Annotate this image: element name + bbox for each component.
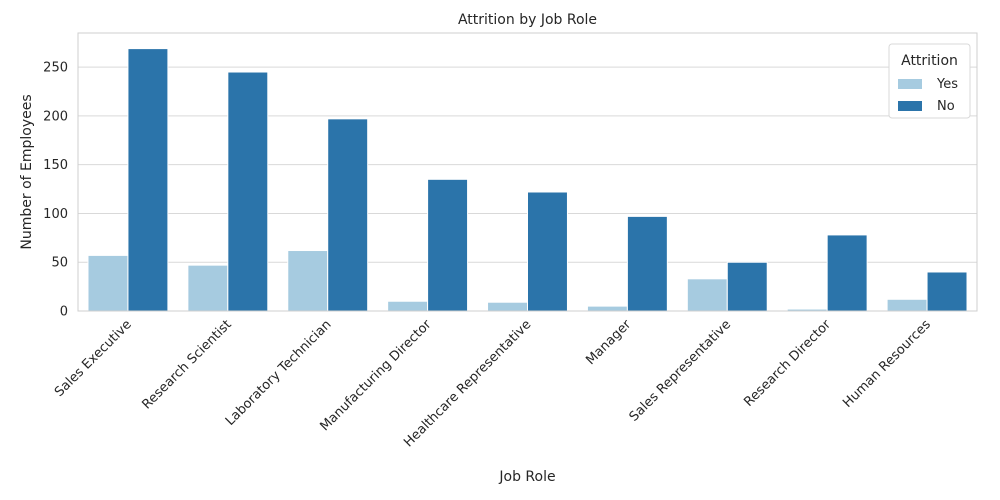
x-axis-label: Job Role: [498, 469, 555, 485]
y-tick-labels: 0 50 100 150 200 250: [43, 61, 68, 320]
bar-no-research-scientist: [227, 71, 269, 312]
y-tick-label: 0: [60, 305, 68, 320]
x-tick-label: Research Scientist: [139, 317, 234, 412]
chart-title: Attrition by Job Role: [458, 12, 597, 28]
x-tick-label: Manufacturing Director: [317, 317, 434, 434]
bar-yes-healthcare-representative: [487, 301, 528, 312]
x-tick-label: Research Director: [741, 317, 834, 410]
bar-yes-sales-executive: [87, 254, 129, 312]
y-tick-label: 100: [43, 207, 68, 222]
bar-yes-sales-representative: [686, 278, 728, 312]
bar-no-laboratory-technician: [327, 118, 369, 312]
bar-yes-research-scientist: [187, 264, 229, 312]
legend: Attrition Yes No: [888, 43, 971, 119]
bar-no-manager: [626, 215, 668, 312]
y-axis-label: Number of Employees: [19, 94, 35, 249]
bar-no-research-director: [826, 234, 868, 312]
x-tick-label: Human Resources: [840, 317, 934, 411]
y-tick-label: 50: [51, 256, 68, 271]
plot-frame: [77, 32, 978, 312]
bar-no-sales-executive: [127, 48, 169, 312]
x-tick-label: Laboratory Technician: [223, 317, 335, 429]
x-tick-label: Manager: [583, 317, 634, 368]
legend-items: Yes No: [898, 77, 958, 114]
bar-no-human-resources: [926, 271, 968, 312]
bar-yes-manufacturing-director: [387, 300, 429, 312]
legend-swatch-no: [898, 101, 922, 111]
bar-yes-human-resources: [886, 298, 928, 312]
bar-no-manufacturing-director: [427, 178, 469, 312]
y-tick-label: 250: [43, 61, 68, 76]
legend-title: Attrition: [901, 53, 958, 69]
x-tick-labels: Sales Executive Research ScientistLaborat…: [52, 317, 934, 451]
bar-no-sales-representative: [726, 261, 768, 312]
y-tick-label: 200: [43, 109, 68, 124]
y-tick-label: 150: [43, 158, 68, 173]
bar-no-healthcare-representative: [527, 191, 568, 312]
x-tick-label: Sales Executive: [52, 317, 135, 400]
legend-box: [888, 43, 971, 119]
bar-yes-laboratory-technician: [287, 250, 329, 312]
legend-swatch-yes: [898, 79, 922, 89]
legend-label-no: No: [937, 99, 955, 114]
bar-yes-manager: [586, 305, 628, 312]
bars: [87, 48, 968, 312]
legend-label-yes: Yes: [936, 77, 958, 92]
x-tick-label: Sales Representative: [627, 317, 734, 424]
